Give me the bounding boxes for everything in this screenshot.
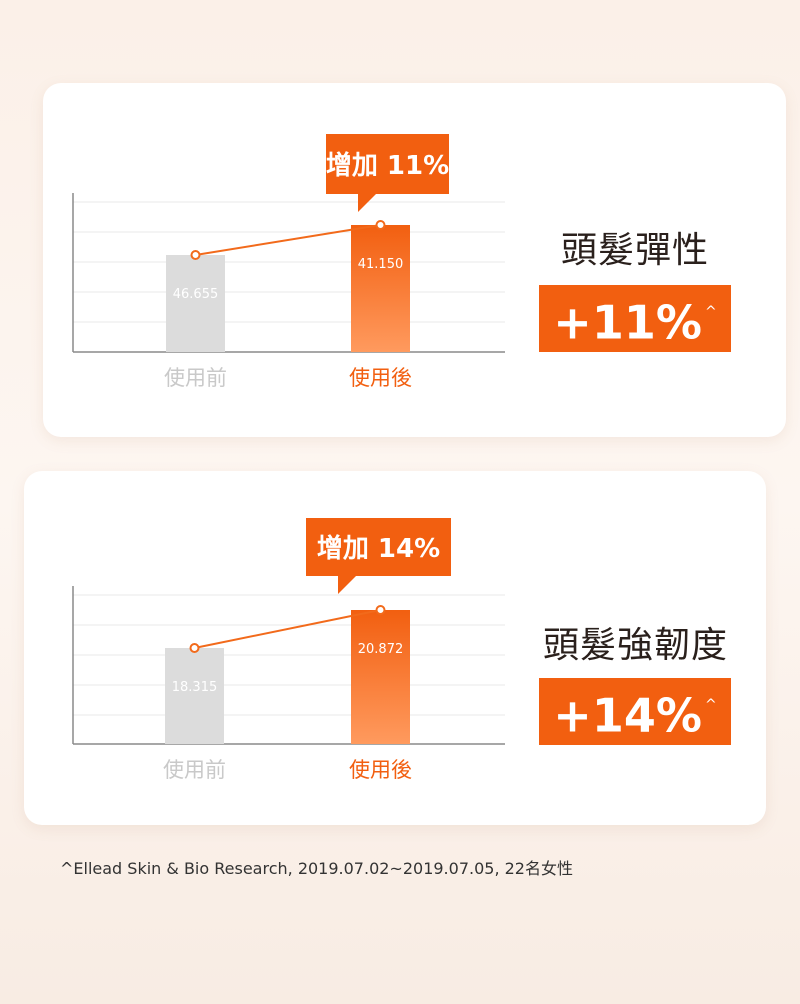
strength-chart: 18.315 使用前 20.872 使用後 增加 14% [72,518,505,782]
strength-increase-value: +14% [553,688,702,743]
c1-callout-text: 增加 11% [326,150,449,181]
c1-bar-after [351,225,410,352]
c1-bar-after-category: 使用後 [349,366,412,390]
c2-callout-bubble [306,518,451,594]
strength-card: 18.315 使用前 20.872 使用後 增加 14% 頭髮強韌度 +14% ^ [24,471,766,825]
c1-callout-bubble [326,134,449,212]
c2-bar-after-value: 20.872 [358,642,404,657]
elasticity-footnote-mark: ^ [704,304,717,320]
elasticity-increase-value: +11% [553,295,702,350]
strength-title: 頭髮強韌度 [543,625,729,666]
c2-bar-before-value: 18.315 [172,680,218,695]
elasticity-increase-box: +11% ^ [539,285,731,352]
elasticity-card: 46.655 使用前 41.150 使用後 增加 11% 頭髮彈性 +11% ^ [43,83,786,437]
elasticity-chart: 46.655 使用前 41.150 使用後 增加 11% [72,134,505,390]
c1-bar-after-value: 41.150 [358,257,404,272]
c2-trend-point-before [189,643,200,653]
source-footnote: ^Ellead Skin & Bio Research, 2019.07.02~… [60,859,573,878]
c1-trend-point-before [190,250,201,260]
c2-callout-text: 增加 14% [317,533,440,564]
c1-bar-before [166,255,225,352]
c2-bar-after-category: 使用後 [349,758,412,782]
c2-bar-after [351,610,410,744]
c2-trend-point-after [375,605,386,615]
c1-bar-before-value: 46.655 [173,287,219,302]
elasticity-title: 頭髮彈性 [561,230,710,271]
strength-increase-box: +14% ^ [539,678,731,745]
c2-bar-before-category: 使用前 [163,758,226,782]
c1-bar-before-category: 使用前 [164,366,227,390]
c2-bar-before [165,648,224,744]
c1-trend-line [195,224,381,256]
c2-trend-line [194,609,381,649]
c1-trend-point-after [375,220,386,230]
strength-footnote-mark: ^ [704,697,717,713]
